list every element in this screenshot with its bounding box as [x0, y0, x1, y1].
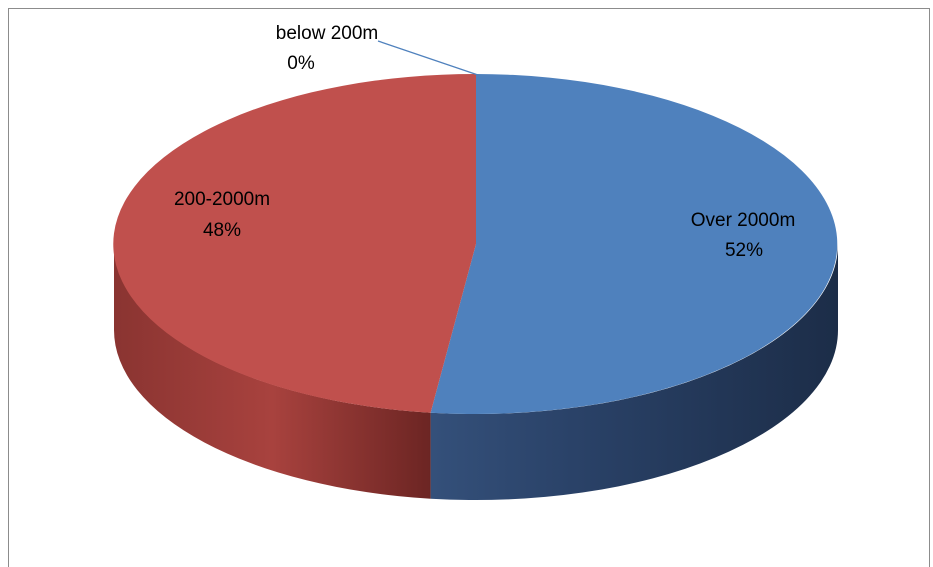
pie-side-200-2000m — [113, 244, 431, 499]
pie-slice-over-2000m — [430, 74, 838, 414]
pie-side-over-2000m — [430, 244, 839, 501]
slice-label-below-200m: below 200m — [276, 23, 378, 44]
slice-value-over-2000m: 52% — [725, 240, 763, 261]
slice-label-over-2000m: Over 2000m — [691, 210, 796, 231]
pie-slice-200-2000m — [113, 73, 477, 413]
slice-label-200-2000m: 200-2000m — [174, 189, 270, 210]
slice-value-below-200m: 0% — [287, 53, 315, 74]
below-200m-leader-line — [377, 40, 479, 76]
slice-value-200-2000m: 48% — [203, 220, 241, 241]
